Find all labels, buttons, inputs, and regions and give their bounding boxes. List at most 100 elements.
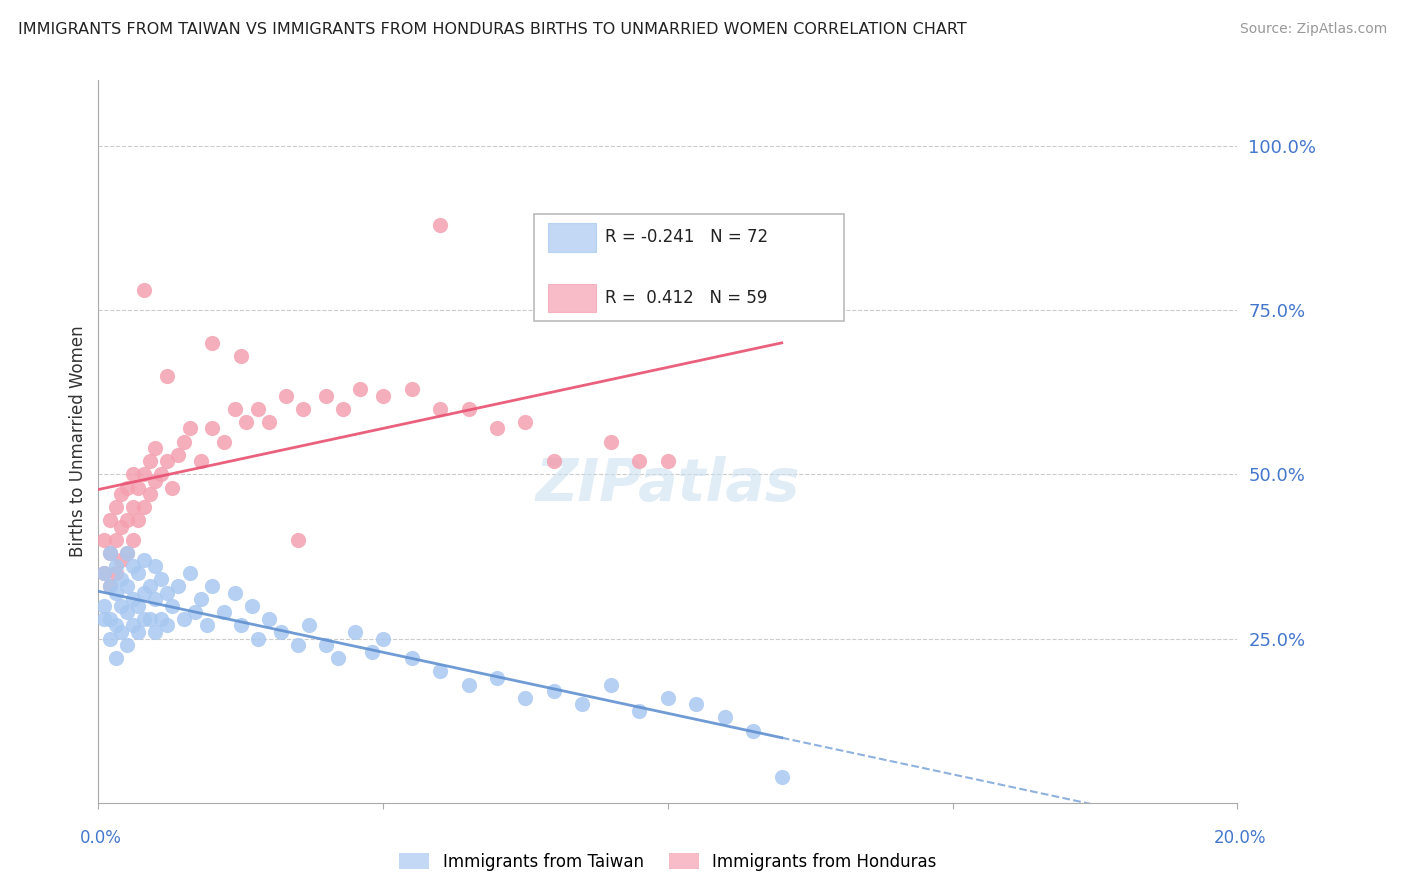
Point (98, 546, 121, 560)
Point (212, 434, 235, 449)
Point (104, 500, 127, 515)
Point (132, 553, 155, 567)
Point (657, 690, 679, 705)
Point (373, 632, 395, 646)
Point (156, 585, 179, 599)
Point (93, 566, 115, 580)
Point (229, 349, 252, 363)
Text: Source: ZipAtlas.com: Source: ZipAtlas.com (1240, 22, 1388, 37)
Point (145, 592, 167, 607)
Point (515, 690, 537, 705)
Text: 20.0%: 20.0% (1213, 829, 1267, 847)
Point (162, 481, 184, 495)
Point (246, 632, 269, 646)
Point (770, 770, 793, 784)
Point (132, 585, 155, 599)
Point (127, 513, 149, 527)
Point (229, 618, 252, 632)
Point (110, 573, 132, 587)
Point (201, 421, 224, 435)
Point (110, 625, 132, 640)
Point (145, 559, 167, 574)
Point (93, 533, 115, 547)
Point (138, 487, 160, 501)
Point (179, 421, 201, 435)
Point (104, 533, 127, 547)
Point (98, 579, 121, 593)
Point (98, 632, 121, 646)
Point (115, 605, 138, 619)
Point (115, 546, 138, 560)
Point (127, 566, 149, 580)
Point (150, 612, 173, 626)
Point (201, 336, 224, 351)
Point (115, 513, 138, 527)
Point (287, 533, 309, 547)
Y-axis label: Births to Unmarried Women: Births to Unmarried Women (69, 326, 87, 558)
Point (156, 454, 179, 468)
Point (276, 388, 298, 402)
Point (240, 599, 263, 613)
Point (287, 638, 309, 652)
Point (600, 434, 623, 449)
Point (212, 605, 235, 619)
Point (742, 723, 765, 738)
Point (110, 599, 132, 613)
Point (224, 401, 246, 416)
Text: 0.0%: 0.0% (80, 829, 122, 847)
Point (104, 566, 127, 580)
Point (104, 651, 127, 665)
Point (179, 566, 201, 580)
Point (98, 546, 121, 560)
Point (332, 401, 354, 416)
Text: R = -0.241   N = 72: R = -0.241 N = 72 (605, 228, 768, 246)
Point (173, 434, 195, 449)
Legend: Immigrants from Taiwan, Immigrants from Honduras: Immigrants from Taiwan, Immigrants from … (392, 847, 943, 878)
Point (543, 454, 565, 468)
Point (156, 618, 179, 632)
Point (515, 415, 537, 429)
Point (685, 698, 707, 712)
Point (121, 500, 143, 515)
Point (543, 684, 565, 698)
Point (104, 618, 127, 632)
Point (150, 467, 173, 482)
Point (145, 474, 167, 488)
Point (429, 401, 451, 416)
Point (98, 612, 121, 626)
Point (98, 579, 121, 593)
Point (429, 665, 451, 679)
Text: ZIPatlas: ZIPatlas (536, 457, 800, 514)
Point (121, 533, 143, 547)
Point (429, 218, 451, 232)
Point (195, 618, 218, 632)
Point (93, 566, 115, 580)
Point (343, 625, 366, 640)
Point (373, 388, 395, 402)
Point (127, 599, 149, 613)
Point (628, 454, 651, 468)
Point (138, 579, 160, 593)
Point (115, 638, 138, 652)
Point (246, 401, 269, 416)
Point (173, 612, 195, 626)
Point (270, 625, 292, 640)
Point (628, 704, 651, 718)
Point (259, 415, 281, 429)
Point (190, 592, 212, 607)
Point (127, 625, 149, 640)
Point (104, 559, 127, 574)
Point (138, 454, 160, 468)
Point (132, 284, 155, 298)
Point (145, 441, 167, 455)
Point (326, 651, 349, 665)
Point (104, 585, 127, 599)
Point (349, 382, 371, 396)
Point (315, 388, 337, 402)
Point (121, 618, 143, 632)
Point (190, 454, 212, 468)
Point (145, 625, 167, 640)
Point (127, 481, 149, 495)
Point (235, 415, 257, 429)
Point (457, 677, 479, 691)
